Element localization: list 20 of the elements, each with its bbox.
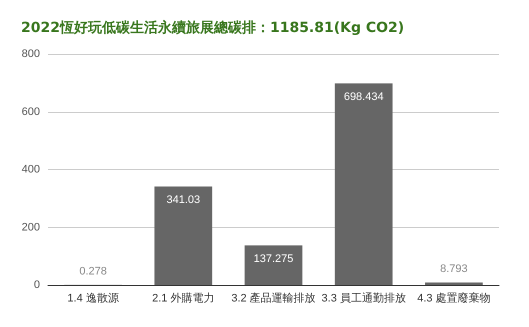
y-tick-label: 800: [22, 48, 40, 60]
bar: [154, 186, 212, 285]
y-tick-label: 0: [34, 279, 40, 291]
y-tick-label: 200: [22, 221, 40, 234]
data-label: 8.793: [440, 262, 468, 275]
y-tick-label: 400: [22, 164, 40, 176]
y-tick-label: 600: [22, 106, 40, 118]
x-tick-label: 2.1 外購電力: [152, 292, 214, 304]
data-label: 137.275: [254, 252, 294, 265]
x-tick-label: 3.3 員工通勤排放: [322, 292, 406, 304]
bar: [244, 245, 302, 285]
data-label: 341.03: [166, 194, 200, 206]
bar: [425, 282, 483, 285]
data-label: 698.434: [344, 90, 384, 103]
x-tick-label: 3.2 產品運輸排放: [231, 292, 316, 304]
bar: [334, 83, 393, 285]
x-tick-label: 4.3 處置廢棄物: [417, 292, 491, 304]
x-tick-label: 1.4 逸散源: [67, 292, 119, 304]
chart-title: 2022恆好玩低碳生活永續旅展總碳排：1185.81(Kg CO2): [21, 19, 404, 36]
data-label: 0.278: [79, 265, 107, 278]
